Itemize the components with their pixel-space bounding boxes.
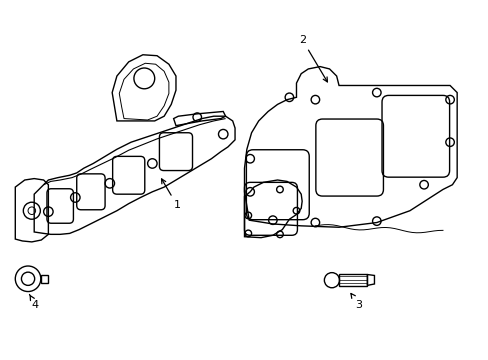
Text: 4: 4 [29, 294, 39, 310]
Text: 1: 1 [161, 179, 180, 210]
Text: 3: 3 [350, 293, 362, 310]
Text: 2: 2 [298, 35, 327, 82]
